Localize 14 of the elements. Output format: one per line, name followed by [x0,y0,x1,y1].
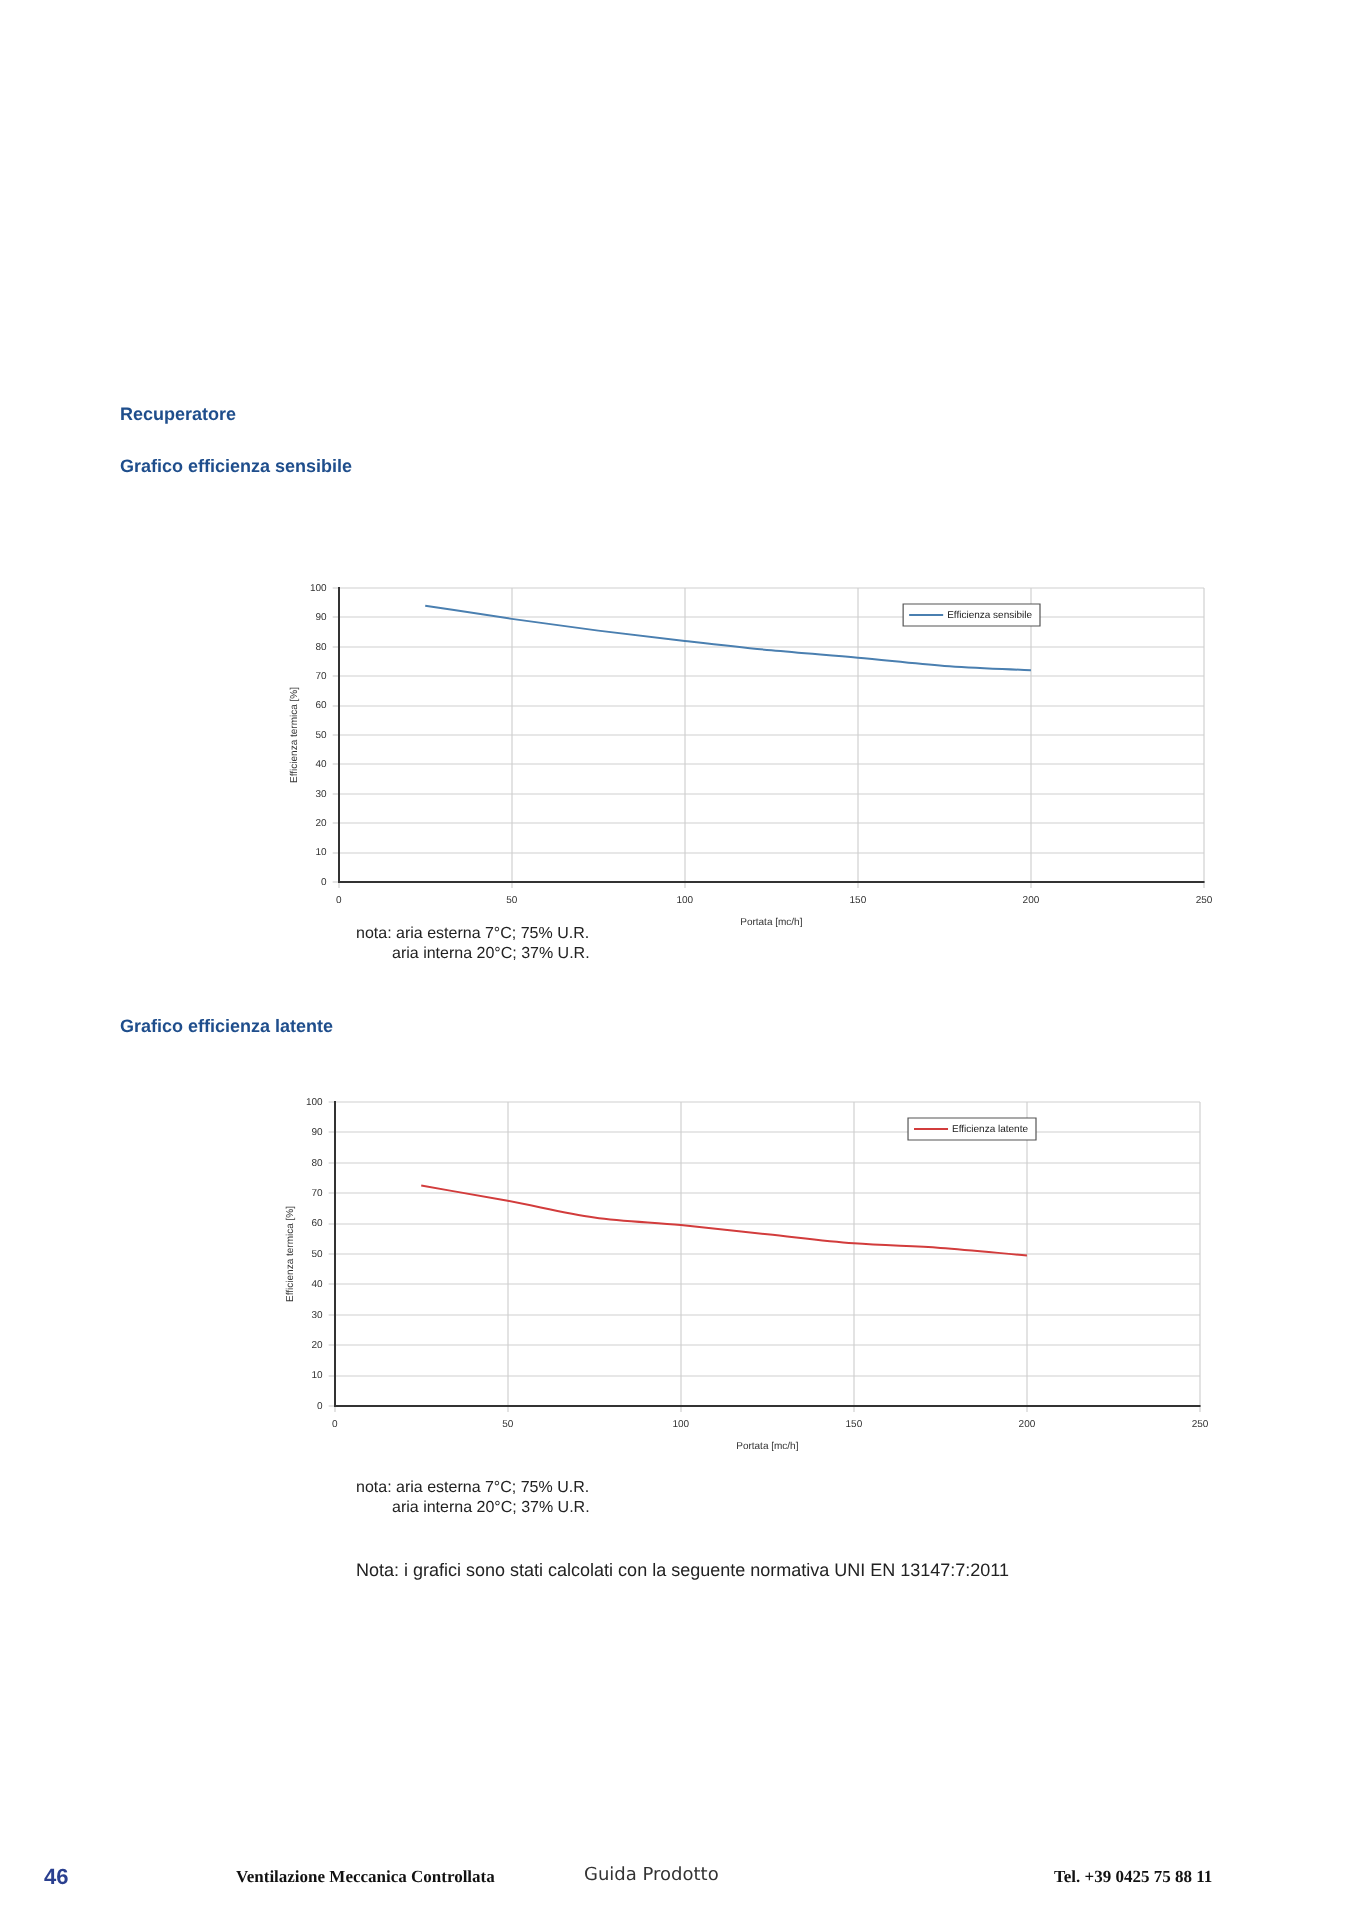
text: Tel. +39 0425 75 88 11 [1054,1866,1213,1886]
text: Nota: i grafici sono stati calcolati con la seguente normativa UNI EN 13147:7:2011 [356,1560,1010,1580]
text: 46 [44,1866,69,1890]
text: Guida Prodotto [584,1866,719,1886]
text: nota: aria esterna 7°C; 75% U.R. [356,1478,590,1496]
text: aria interna 20°C; 37% U.R. [392,944,590,962]
text: Recuperatore [120,404,237,424]
line-series [424,604,1032,672]
line-series [420,1184,1028,1257]
chart-subtitle: Grafico efficienza sensibile [120,456,353,476]
text: aria interna 20°C; 37% U.R. [392,1498,590,1516]
chart-title: Grafico efficienza latente [120,1016,334,1036]
text: Ventilazione Meccanica Controllata [236,1866,495,1886]
text: nota: aria esterna 7°C; 75% U.R. [356,924,590,942]
